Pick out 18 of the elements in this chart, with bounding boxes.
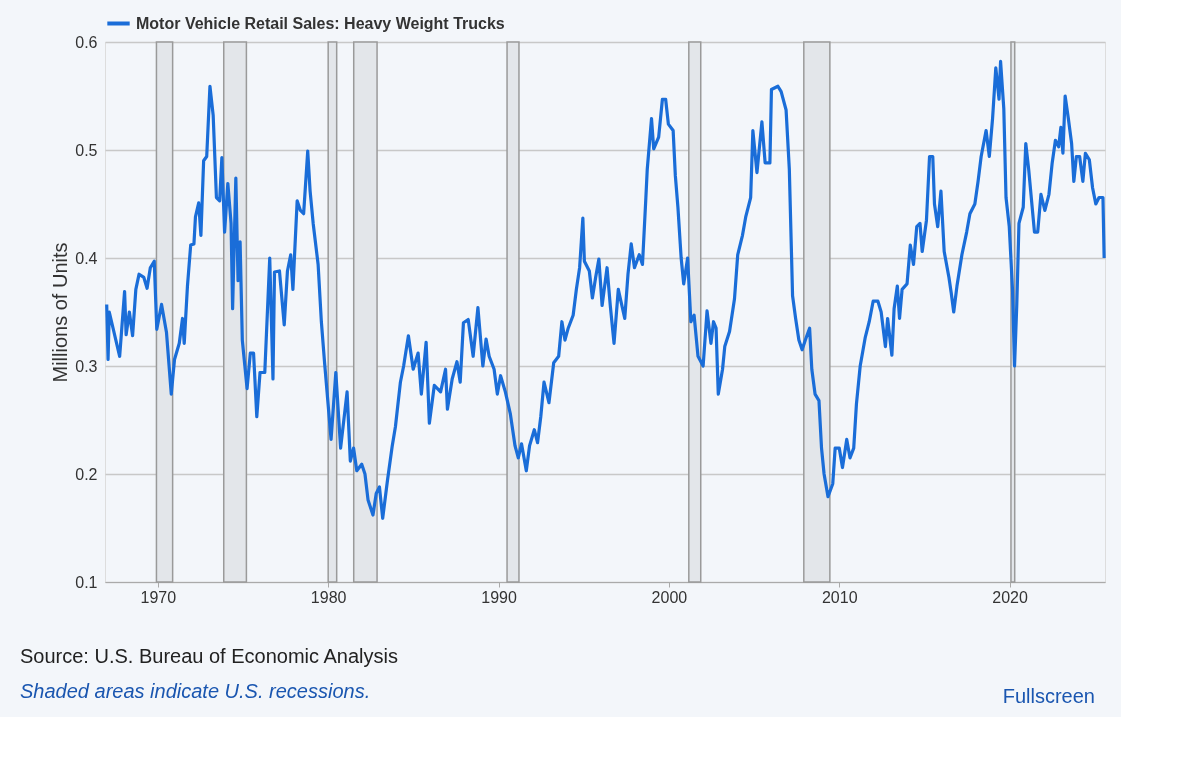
text: Shaded areas indicate U.S. recessions.: [20, 680, 371, 702]
x-tick-label: 1990: [481, 588, 517, 606]
x-tick-label: 2020: [992, 588, 1028, 606]
source-note: Source: U.S. Bureau of Economic Analysis: [20, 645, 398, 667]
x-tick-label: 2010: [821, 588, 858, 606]
y-tick-label: 0.4: [75, 249, 98, 267]
y-tick-label: 0.6: [75, 33, 98, 51]
x-tick-label: 1980: [310, 588, 347, 606]
y-tick-label: 0.1: [75, 573, 98, 591]
y-tick-label: 0.5: [75, 141, 98, 159]
x-tick-label: 2000: [651, 588, 688, 606]
legend-label: Motor Vehicle Retail Sales: Heavy Weight Trucks: [136, 14, 505, 32]
y-tick-label: 0.3: [75, 357, 98, 375]
y-axis-title: Millions of Units: [49, 242, 72, 383]
text: Fullscreen: [1002, 685, 1095, 707]
line-series: [105, 59, 1106, 520]
x-tick-label: 1970: [140, 588, 177, 606]
y-tick-label: 0.2: [75, 465, 98, 483]
